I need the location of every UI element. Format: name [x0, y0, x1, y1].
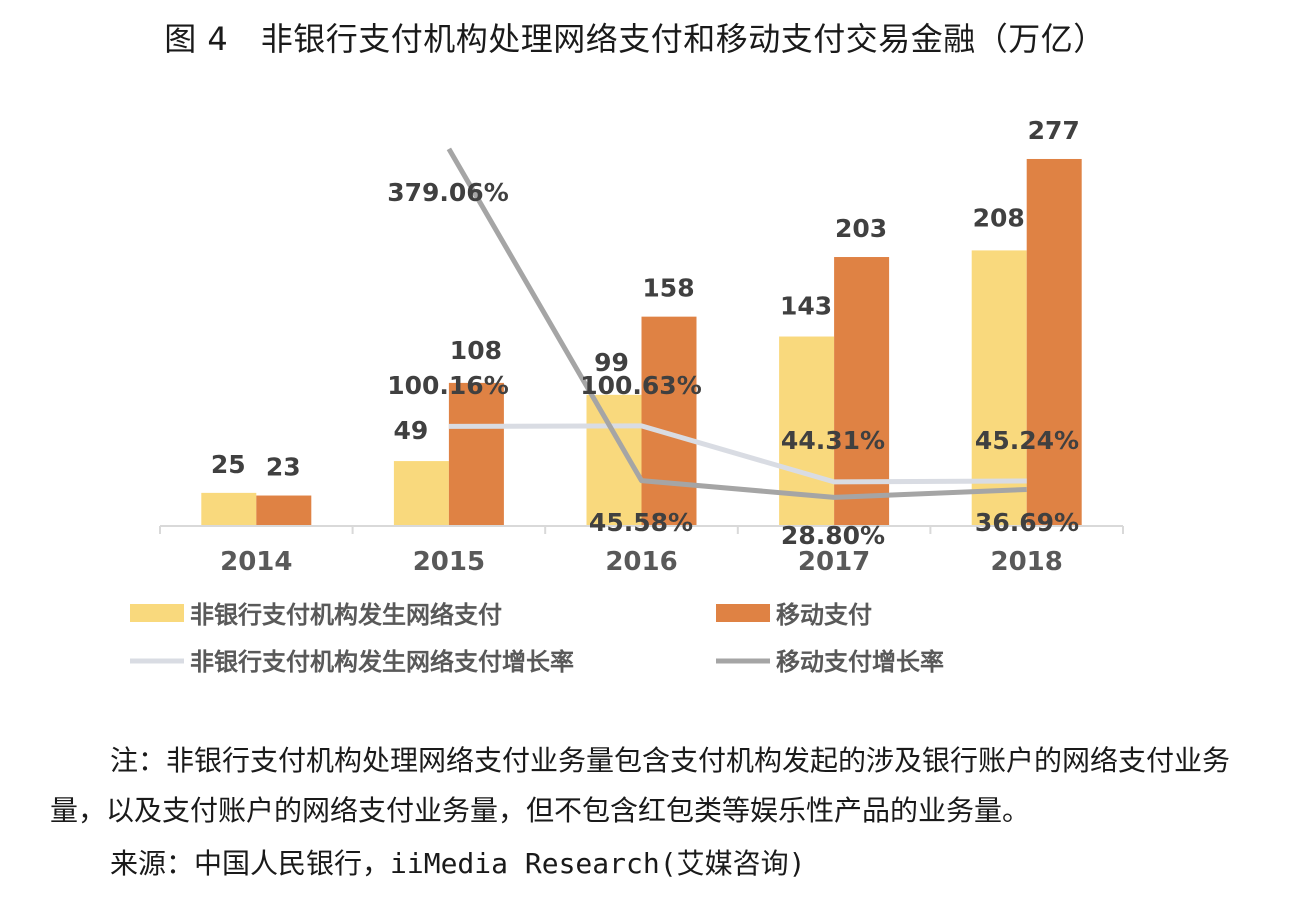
legend-swatch-1: [716, 604, 770, 622]
x-tick-label-2018: 2018: [991, 547, 1063, 577]
bar-label-mobile-2015: 108: [450, 336, 502, 365]
x-tick-label-2015: 2015: [413, 547, 485, 577]
bar-label-online-2015: 49: [394, 416, 429, 445]
bar-label-online-2018: 208: [973, 203, 1025, 232]
bar-online-2014: [201, 492, 257, 526]
footnote: 注：非银行支付机构处理网络支付业务量包含支付机构发起的涉及银行账户的网络支付业务…: [50, 744, 1231, 827]
legend-swatch-0: [130, 604, 184, 622]
bar-label-mobile-2016: 158: [642, 274, 694, 303]
bar-online-2018: [971, 250, 1027, 526]
line-mobile-growth: [446, 147, 1027, 500]
source-line: 来源：中国人民银行，iiMedia Research(艾媒咨询): [110, 847, 806, 880]
rate-label-mobile-2015: 379.06%: [387, 178, 509, 207]
chart-title: 图 4 非银行支付机构处理网络支付和移动支付交易金融（万亿）: [164, 20, 1106, 58]
bar-mobile-2015: [448, 382, 504, 526]
bar-mobile-2014: [256, 495, 312, 526]
rate-label-mobile-2017: 28.80%: [781, 521, 885, 550]
bar-label-mobile-2017: 203: [835, 214, 887, 243]
bar-label-online-2017: 143: [780, 292, 832, 321]
legend-label-0: 非银行支付机构发生网络支付: [190, 601, 502, 629]
x-axis: 2014 2015 2016 2017 2018: [159, 525, 1124, 577]
bar-mobile-2017: [834, 257, 890, 526]
bar-label-online-2014: 25: [211, 450, 246, 479]
legend-label-1: 移动支付: [776, 601, 872, 629]
rate-label-online-2016: 100.63%: [580, 371, 702, 400]
bars-layer: [201, 158, 1082, 526]
rate-label-online-2015: 100.16%: [387, 371, 509, 400]
rate-label-mobile-2016: 45.58%: [589, 508, 693, 537]
bar-label-mobile-2018: 277: [1028, 116, 1080, 145]
rate-label-online-2017: 44.31%: [781, 426, 885, 455]
bar-label-mobile-2014: 23: [266, 453, 301, 482]
x-tick-label-2014: 2014: [220, 547, 292, 577]
bar-label-online-2016: 99: [594, 348, 629, 377]
bar-mobile-2016: [641, 316, 697, 526]
chart-area: 2014 2015 2016 2017 2018 25 49 99 143 208 23 108 15…: [130, 116, 1124, 676]
bar-mobile-2018: [1026, 158, 1082, 526]
legend-label-2: 非银行支付机构发生网络支付增长率: [190, 648, 574, 676]
rate-label-mobile-2018: 36.69%: [975, 508, 1079, 537]
lines-layer: [446, 147, 1027, 500]
legend-label-3: 移动支付增长率: [776, 648, 944, 676]
bar-online-2015: [393, 461, 449, 526]
rate-label-online-2018: 45.24%: [975, 426, 1079, 455]
line-online-growth: [448, 423, 1027, 485]
bar-online-2016: [586, 394, 642, 526]
x-tick-label-2017: 2017: [798, 547, 870, 577]
data-labels-layer: 25 49 99 143 208 23 108 158 203 277 100.16% 100.63%…: [211, 116, 1080, 550]
x-tick-label-2016: 2016: [605, 547, 677, 577]
